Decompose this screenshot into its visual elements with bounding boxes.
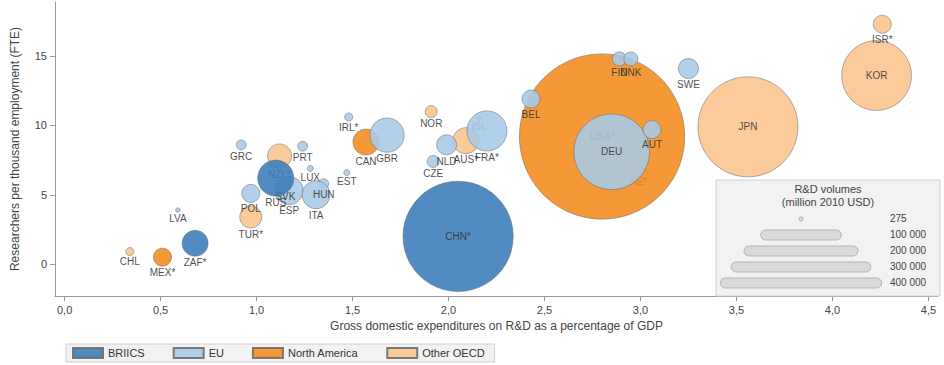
- svg-text:200 000: 200 000: [890, 245, 927, 256]
- svg-text:3,5: 3,5: [729, 304, 744, 316]
- svg-text:NLD: NLD: [437, 156, 457, 167]
- svg-text:CHN*: CHN*: [445, 231, 471, 242]
- svg-text:BEL: BEL: [522, 109, 541, 120]
- svg-text:Gross domestic expenditures on: Gross domestic expenditures on R&D as a …: [330, 319, 663, 333]
- svg-text:FRA*: FRA*: [475, 152, 499, 163]
- svg-text:2,5: 2,5: [537, 304, 552, 316]
- svg-text:1,5: 1,5: [345, 304, 360, 316]
- svg-text:ESP: ESP: [279, 205, 300, 217]
- svg-text:RUS: RUS: [265, 197, 286, 208]
- svg-text:ISR*: ISR*: [872, 34, 893, 45]
- svg-text:TUR*: TUR*: [239, 229, 264, 240]
- svg-text:North America: North America: [288, 347, 359, 359]
- svg-text:CZE: CZE: [423, 168, 443, 179]
- svg-text:CAN: CAN: [355, 156, 376, 167]
- svg-text:LUX: LUX: [301, 172, 321, 183]
- svg-text:MEX*: MEX*: [150, 267, 176, 278]
- svg-text:DEU: DEU: [601, 146, 622, 157]
- svg-text:SWE: SWE: [677, 79, 700, 90]
- svg-text:HUN: HUN: [313, 189, 335, 200]
- svg-text:400 000: 400 000: [890, 277, 927, 288]
- svg-text:CHL: CHL: [120, 256, 140, 267]
- svg-text:4,5: 4,5: [921, 304, 936, 316]
- svg-text:EST: EST: [337, 176, 356, 187]
- svg-text:KOR: KOR: [866, 70, 888, 81]
- svg-text:GBR: GBR: [376, 153, 398, 164]
- svg-text:275: 275: [890, 213, 907, 224]
- svg-text:LVA: LVA: [169, 213, 187, 224]
- svg-text:2,0: 2,0: [441, 304, 456, 316]
- svg-text:BRIICS: BRIICS: [108, 347, 145, 359]
- svg-text:AUS*: AUS*: [453, 154, 478, 166]
- svg-text:DNK: DNK: [620, 67, 641, 78]
- svg-text:15: 15: [35, 50, 47, 62]
- svg-text:5: 5: [41, 189, 47, 201]
- svg-text:1,0: 1,0: [249, 304, 264, 316]
- svg-text:(million 2010 USD): (million 2010 USD): [782, 196, 874, 208]
- svg-text:0,5: 0,5: [153, 304, 168, 316]
- svg-text:IRL*: IRL*: [339, 122, 359, 133]
- svg-text:Other OECD: Other OECD: [422, 347, 484, 359]
- svg-text:0: 0: [41, 258, 47, 270]
- svg-text:GRC: GRC: [230, 151, 252, 162]
- svg-text:PRT: PRT: [293, 152, 313, 163]
- svg-text:R&D volumes: R&D volumes: [794, 183, 862, 195]
- svg-text:EU: EU: [209, 347, 224, 359]
- svg-text:JPN: JPN: [739, 121, 758, 132]
- svg-text:100 000: 100 000: [890, 229, 927, 240]
- svg-text:Researchers per thousand emplo: Researchers per thousand employment (FTE…: [8, 27, 22, 271]
- svg-text:ITA: ITA: [309, 210, 324, 221]
- svg-text:POL: POL: [241, 203, 261, 214]
- svg-text:3,0: 3,0: [633, 304, 648, 316]
- svg-text:300 000: 300 000: [890, 261, 927, 272]
- svg-text:0,0: 0,0: [57, 304, 72, 316]
- svg-text:10: 10: [35, 119, 47, 131]
- svg-text:NOR: NOR: [420, 118, 442, 129]
- svg-text:ZAF*: ZAF*: [184, 257, 207, 268]
- svg-text:4,0: 4,0: [825, 304, 840, 316]
- svg-text:AUT: AUT: [642, 139, 662, 150]
